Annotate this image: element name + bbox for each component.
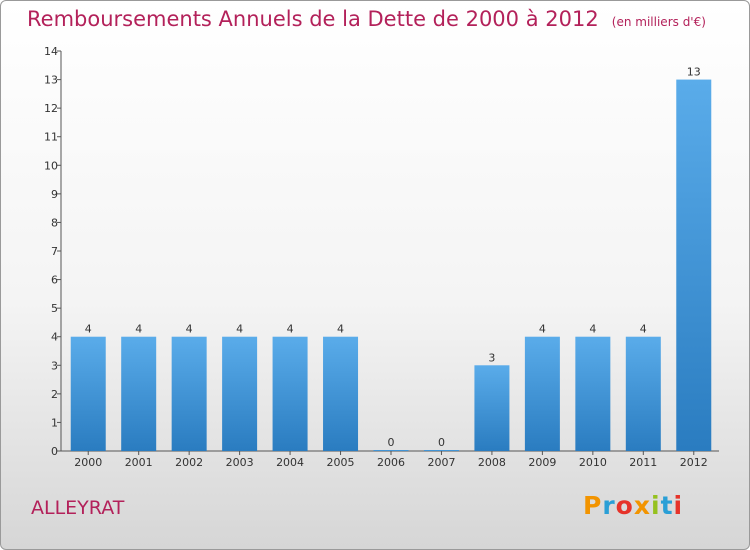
y-tick-label: 5 — [51, 302, 58, 315]
y-tick-label: 12 — [44, 102, 58, 115]
bar — [676, 79, 712, 452]
y-tick-label: 9 — [51, 188, 58, 201]
bar — [272, 336, 308, 451]
data-label: 4 — [640, 323, 647, 336]
bar — [171, 336, 207, 451]
data-label: 0 — [438, 436, 445, 449]
bar — [70, 336, 106, 451]
proxiti-logo: Proxiti — [583, 491, 683, 520]
y-tick-label: 10 — [44, 159, 58, 172]
bar — [423, 450, 459, 451]
logo-letter: r — [602, 491, 616, 520]
data-label: 4 — [85, 323, 92, 336]
y-tick-label: 14 — [44, 45, 58, 58]
y-tick-label: 13 — [44, 74, 58, 87]
y-tick-label: 7 — [51, 245, 58, 258]
data-label: 13 — [687, 66, 701, 79]
logo-letter: o — [615, 491, 634, 520]
bar — [625, 336, 661, 451]
data-label: 0 — [388, 436, 395, 449]
logo-letter: t — [660, 491, 674, 520]
bar — [373, 450, 409, 451]
bar — [524, 336, 560, 451]
x-tick-label: 2004 — [276, 456, 304, 469]
logo-letter: i — [673, 491, 684, 520]
y-tick-label: 8 — [51, 216, 58, 229]
x-tick-label: 2000 — [74, 456, 102, 469]
x-tick-label: 2005 — [327, 456, 355, 469]
y-tick-label: 1 — [51, 416, 58, 429]
data-label: 4 — [539, 323, 546, 336]
data-label: 4 — [186, 323, 193, 336]
x-tick-label: 2006 — [377, 456, 405, 469]
place-name: ALLEYRAT — [31, 497, 125, 519]
data-label: 4 — [337, 323, 344, 336]
x-tick-label: 2010 — [579, 456, 607, 469]
y-tick-label: 2 — [51, 388, 58, 401]
chart-title: Remboursements Annuels de la Dette de 20… — [27, 7, 706, 31]
y-tick-label: 11 — [44, 131, 58, 144]
bar — [222, 336, 258, 451]
y-tick-label: 4 — [51, 331, 58, 344]
x-tick-label: 2003 — [226, 456, 254, 469]
x-tick-label: 2012 — [680, 456, 708, 469]
unit-text: (en milliers d'€) — [611, 15, 706, 29]
labels: 2000 4 2001 4 2002 4 2003 4 2004 4 2005 4 2006 0 2007 0… — [74, 66, 708, 469]
bar — [121, 336, 157, 451]
data-label: 4 — [135, 323, 142, 336]
bars — [70, 79, 712, 452]
x-tick-label: 2009 — [528, 456, 556, 469]
logo-letter: x — [633, 491, 651, 520]
x-tick-label: 2002 — [175, 456, 203, 469]
logo-letter: i — [651, 491, 661, 520]
x-tick-label: 2001 — [125, 456, 153, 469]
x-tick-label: 2007 — [427, 456, 455, 469]
bar — [575, 336, 611, 451]
x-tick-label: 2008 — [478, 456, 506, 469]
data-label: 3 — [488, 351, 495, 364]
y-tick-label: 0 — [51, 445, 58, 458]
logo-letter: P — [583, 491, 603, 520]
y-tick-label: 3 — [51, 359, 58, 372]
x-tick-label: 2011 — [629, 456, 657, 469]
bar — [474, 365, 510, 451]
bar — [323, 336, 359, 451]
data-label: 4 — [287, 323, 294, 336]
title-text: Remboursements Annuels de la Dette de 20… — [27, 7, 599, 31]
y-tick-label: 6 — [51, 274, 58, 287]
data-label: 4 — [589, 323, 596, 336]
data-label: 4 — [236, 323, 243, 336]
